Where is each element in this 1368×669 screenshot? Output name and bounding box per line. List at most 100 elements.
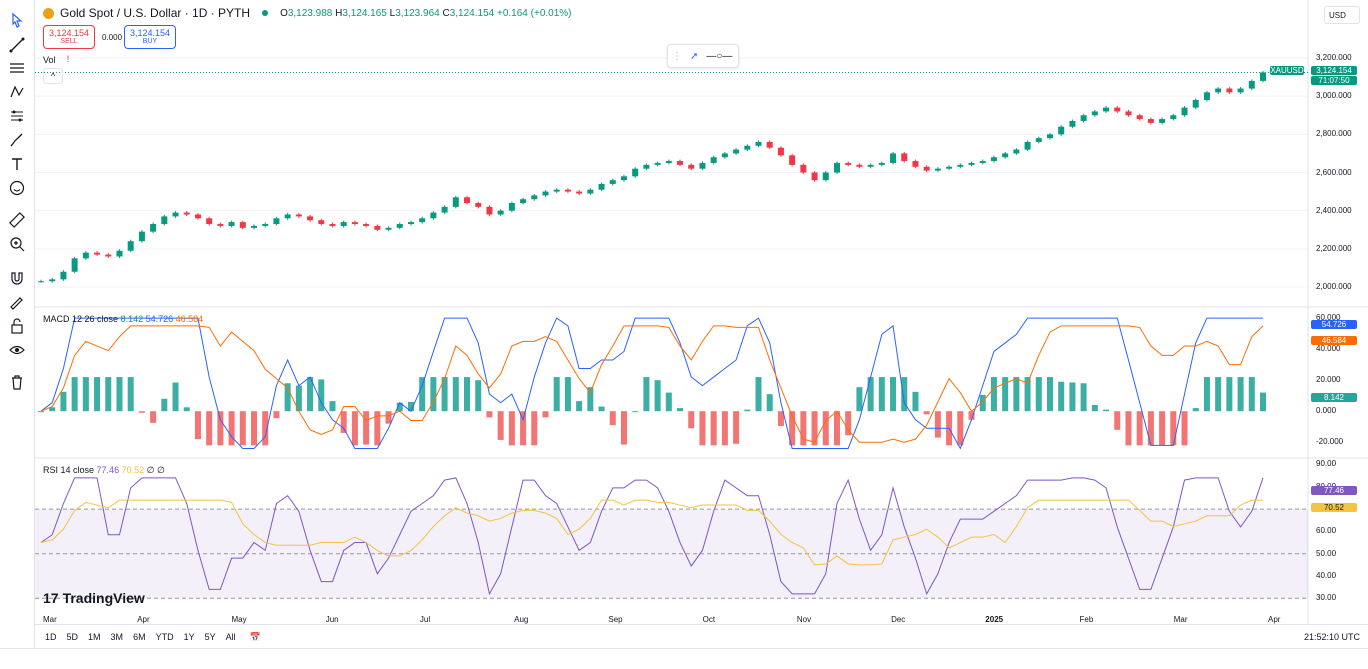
- candle-body: [632, 168, 639, 177]
- candle-body: [1248, 80, 1255, 89]
- histogram-bar: [1248, 377, 1255, 412]
- histogram-bar: [542, 411, 549, 418]
- candle-body: [620, 176, 627, 181]
- histogram-bar: [688, 411, 695, 429]
- histogram-bar: [172, 382, 179, 412]
- candle-body: [867, 164, 874, 167]
- timeframe-ytd[interactable]: YTD: [155, 632, 174, 642]
- candle-body: [1260, 72, 1266, 81]
- eye-icon[interactable]: [7, 340, 27, 360]
- histogram-tag: 8.142: [1311, 392, 1357, 402]
- candle-body: [307, 216, 314, 221]
- timeframe-3m[interactable]: 3M: [110, 632, 124, 642]
- timeframe-5y[interactable]: 5Y: [204, 632, 216, 642]
- histogram-bar: [464, 377, 471, 412]
- histogram-bar: [1013, 377, 1020, 412]
- cursor-select-icon[interactable]: ➚: [690, 50, 699, 62]
- histogram-bar: [564, 377, 571, 412]
- candle-body: [822, 172, 829, 181]
- rsi-legend[interactable]: RSI 14 close 77.46 70.52 ∅ ∅: [43, 465, 165, 476]
- candle-body: [374, 225, 381, 230]
- timeframe-all[interactable]: All: [225, 632, 236, 642]
- macd-legend[interactable]: MACD 12 26 close 8.142 54.726 46.584: [43, 314, 203, 324]
- rsi-tag: 77.46: [1311, 486, 1357, 496]
- macd-label: MACD 12 26 close: [43, 314, 119, 324]
- candle-body: [643, 164, 650, 169]
- candle-body: [1147, 119, 1154, 123]
- emoji-icon[interactable]: [7, 178, 27, 198]
- trash-icon[interactable]: [7, 372, 27, 392]
- pattern-icon[interactable]: [7, 82, 27, 102]
- histogram-bar: [508, 411, 515, 446]
- candle-body: [833, 162, 840, 173]
- rsi-tick: 30.00: [1316, 593, 1337, 603]
- sell-button[interactable]: 3,124.154 SELL: [43, 25, 95, 49]
- candle-body: [295, 214, 302, 217]
- candle-body: [677, 161, 684, 165]
- timeframe-5d[interactable]: 5D: [66, 632, 79, 642]
- lock-icon[interactable]: [7, 316, 27, 336]
- time-tick: Apr: [137, 615, 150, 624]
- histogram-bar: [598, 406, 605, 412]
- histogram-bar: [351, 411, 358, 446]
- macd-tick: 0.000: [1316, 406, 1337, 416]
- chart-area[interactable]: Gold Spot / U.S. Dollar · 1D · PYTH O3,1…: [35, 0, 1368, 669]
- date-range-icon[interactable]: 📅: [249, 631, 261, 642]
- histogram-bar: [475, 380, 482, 412]
- buy-button[interactable]: 3,124.154 BUY: [124, 25, 176, 49]
- histogram-bar: [239, 411, 246, 446]
- lock-draw-icon[interactable]: [7, 292, 27, 312]
- candle-body: [1192, 99, 1199, 108]
- histogram-bar: [721, 411, 728, 446]
- candle-body: [665, 161, 672, 163]
- horizontal-lines-icon[interactable]: [7, 58, 27, 78]
- collapse-legend-button[interactable]: ^: [43, 68, 63, 84]
- candle-body: [811, 172, 818, 181]
- drag-handle-icon[interactable]: ⋮: [672, 50, 682, 62]
- forecast-icon[interactable]: [7, 106, 27, 126]
- candle-body: [452, 197, 459, 207]
- tradingview-logo: 17 TradingView: [43, 590, 145, 606]
- histogram-bar: [1215, 377, 1222, 412]
- price-tick: 2,200.000: [1316, 243, 1352, 253]
- candle-body: [60, 271, 67, 280]
- volume-label[interactable]: Vol: [43, 55, 56, 65]
- candle-body: [598, 183, 605, 190]
- zoom-in-icon[interactable]: [7, 234, 27, 254]
- magnet-icon[interactable]: [7, 268, 27, 288]
- histogram-bar: [576, 401, 583, 412]
- histogram-bar: [486, 411, 493, 418]
- candle-body: [1181, 107, 1188, 116]
- trend-line-icon[interactable]: [7, 35, 27, 55]
- histogram-bar: [363, 411, 370, 445]
- histogram-bar: [1058, 381, 1065, 412]
- ruler-icon[interactable]: [7, 210, 27, 230]
- brand-name: TradingView: [62, 590, 145, 606]
- brush-icon[interactable]: [7, 130, 27, 150]
- symbol-title[interactable]: Gold Spot / U.S. Dollar · 1D · PYTH: [60, 6, 251, 20]
- clock[interactable]: 21:52:10 UTC: [1303, 632, 1360, 642]
- histogram-bar: [856, 387, 863, 412]
- timeframe-1d[interactable]: 1D: [45, 632, 57, 642]
- histogram-bar: [1192, 408, 1199, 412]
- histogram-bar: [206, 411, 213, 446]
- price-tick: 2,000.000: [1316, 282, 1352, 291]
- warning-icon[interactable]: !: [66, 54, 70, 64]
- line-tool-icon[interactable]: —○—: [706, 50, 733, 62]
- timeframe-1y[interactable]: 1Y: [183, 632, 195, 642]
- macd-histogram: [38, 377, 1266, 446]
- time-tick: Feb: [1079, 615, 1094, 624]
- candle-body: [340, 222, 347, 226]
- buy-price: 3,124.154: [129, 28, 171, 38]
- cursor-icon[interactable]: [7, 10, 27, 30]
- timeframe-6m[interactable]: 6M: [133, 632, 146, 642]
- histogram-bar: [329, 401, 336, 412]
- candle-body: [71, 258, 78, 272]
- currency-select[interactable]: USD: [1324, 6, 1360, 24]
- histogram-bar: [777, 411, 784, 426]
- rsi-tick: 90.00: [1316, 459, 1337, 469]
- timeframe-1m[interactable]: 1M: [88, 632, 101, 642]
- histogram-bar: [318, 379, 325, 412]
- chart-canvas[interactable]: [35, 0, 1368, 669]
- text-icon[interactable]: [7, 154, 27, 174]
